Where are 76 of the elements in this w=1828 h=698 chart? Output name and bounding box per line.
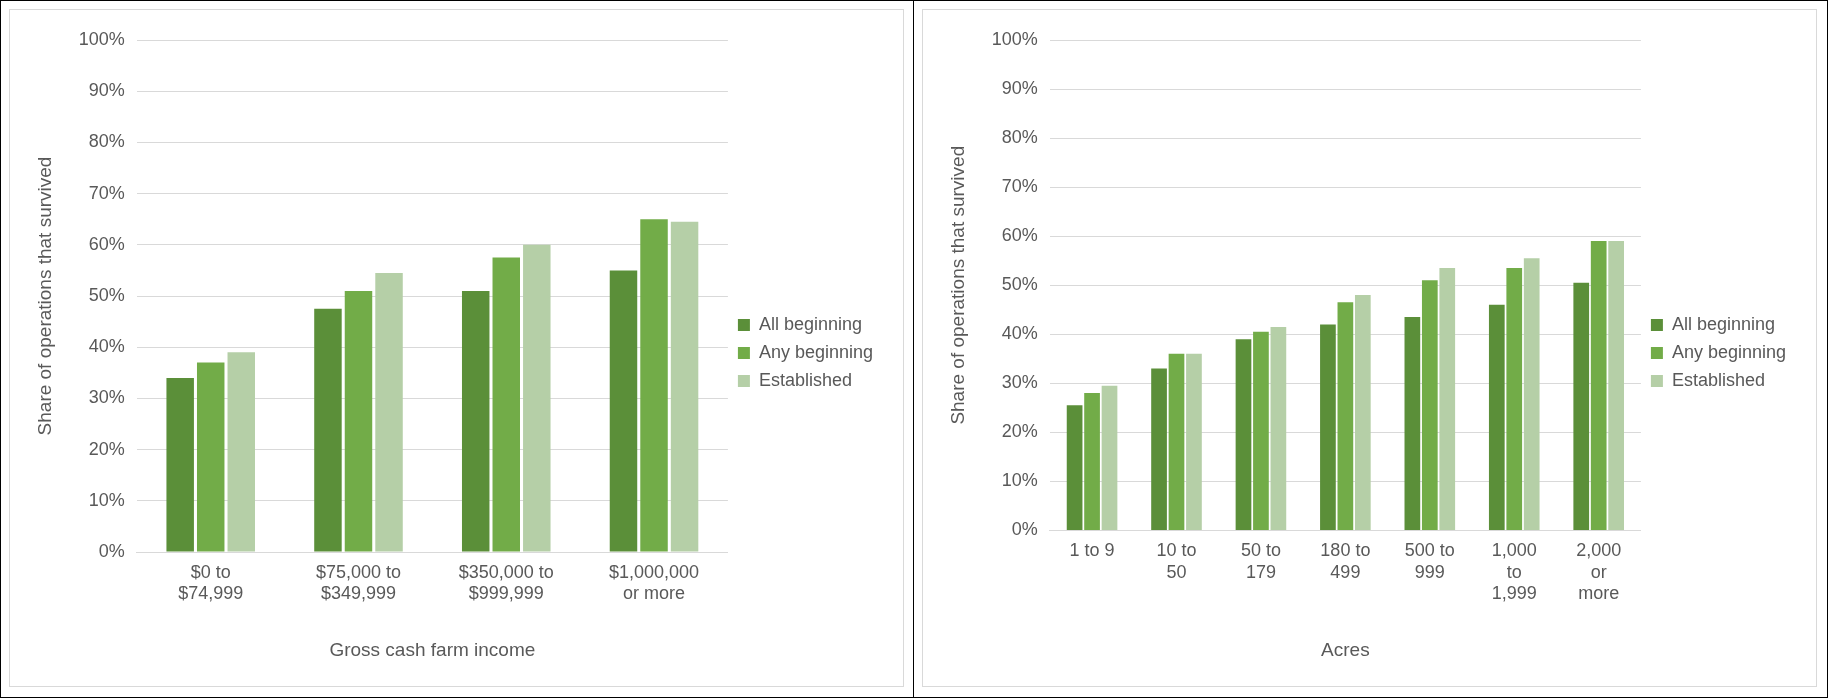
x-tick-label: 10 to 50 — [1156, 540, 1197, 582]
y-tick-label: 100% — [991, 28, 1038, 49]
bar — [1506, 268, 1523, 530]
legend-label: Established — [1671, 369, 1765, 390]
bar — [166, 377, 194, 552]
y-tick-label: 0% — [1011, 519, 1038, 540]
bar — [1168, 353, 1185, 530]
bar — [609, 270, 638, 552]
bar — [1151, 368, 1167, 530]
y-tick-label: 80% — [88, 131, 125, 152]
y-tick-label: 80% — [1001, 127, 1038, 148]
bar — [196, 362, 225, 552]
y-tick-label: 90% — [1001, 78, 1038, 99]
bar — [1608, 241, 1624, 530]
x-tick-label: 1,000 to 1,999 — [1491, 540, 1537, 604]
bar — [1488, 304, 1505, 530]
bar — [1421, 280, 1438, 530]
y-tick-label: 50% — [88, 284, 125, 305]
bar — [375, 272, 403, 552]
y-tick-label: 10% — [1001, 470, 1038, 491]
bar — [1439, 268, 1456, 530]
x-tick-label: $75,000 to $349,999 — [315, 561, 402, 604]
bar — [1523, 258, 1540, 530]
y-tick-label: 50% — [1001, 274, 1038, 295]
y-tick-label: 30% — [1001, 372, 1038, 393]
bar — [227, 352, 255, 552]
x-tick-label: $1,000,000 or more — [608, 561, 700, 604]
x-tick-label: 180 to 499 — [1320, 540, 1371, 582]
bar — [640, 219, 668, 552]
bar — [1590, 241, 1607, 530]
legend-label: Any beginning — [1671, 341, 1786, 362]
x-axis-title: Gross cash farm income — [329, 638, 536, 660]
y-axis-title: Share of operations that survived — [946, 145, 968, 425]
bar — [1101, 385, 1118, 530]
y-tick-label: 20% — [88, 438, 125, 459]
y-tick-label: 60% — [88, 233, 125, 254]
bar — [523, 244, 551, 552]
bar — [1337, 302, 1354, 530]
bar — [1253, 331, 1269, 530]
y-tick-label: 90% — [88, 80, 125, 101]
bar — [1186, 353, 1202, 530]
y-tick-label: 70% — [88, 182, 125, 203]
bar — [1404, 317, 1421, 530]
x-tick-label: $0 to $74,999 — [178, 561, 244, 604]
bar — [670, 221, 699, 552]
y-tick-label: 100% — [78, 28, 125, 49]
bar — [1084, 393, 1100, 530]
x-axis-title: Acres — [1321, 638, 1370, 660]
y-tick-label: 40% — [1001, 323, 1038, 344]
bar — [461, 290, 490, 552]
y-tick-label: 70% — [1001, 176, 1038, 197]
x-tick-label: $350,000 to $999,999 — [458, 561, 554, 604]
y-tick-label: 20% — [1001, 421, 1038, 442]
bar — [1066, 405, 1083, 530]
legend-label: All beginning — [758, 313, 862, 334]
x-tick-label: 500 to 999 — [1404, 540, 1455, 582]
bar — [1354, 295, 1371, 530]
bar — [344, 290, 373, 552]
y-tick-label: 60% — [1001, 225, 1038, 246]
bar — [1320, 324, 1336, 530]
x-tick-label: 50 to 179 — [1240, 540, 1281, 582]
y-tick-label: 40% — [88, 336, 125, 357]
legend-label: Any beginning — [758, 341, 873, 362]
y-tick-label: 30% — [88, 387, 125, 408]
bar — [314, 308, 342, 552]
y-tick-label: 10% — [88, 489, 125, 510]
y-tick-label: 0% — [98, 540, 125, 561]
x-tick-label: 2,000 or more — [1576, 540, 1622, 604]
bar — [1573, 282, 1590, 530]
legend-label: All beginning — [1671, 313, 1775, 334]
legend-label: Established — [758, 369, 852, 390]
bar — [1270, 326, 1287, 530]
y-axis-title: Share of operations that survived — [33, 156, 55, 436]
bar — [492, 257, 520, 552]
x-tick-label: 1 to 9 — [1069, 540, 1115, 561]
bar — [1235, 339, 1252, 530]
